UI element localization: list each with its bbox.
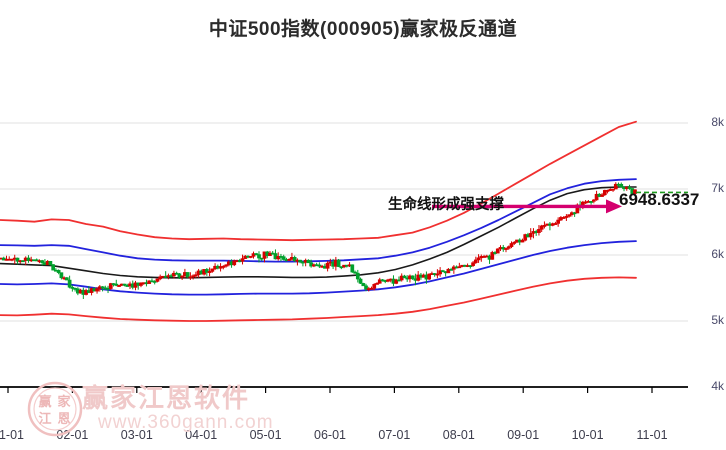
x-tick-label-04-01: 04-01 [185, 428, 218, 442]
x-tick-label-08-01: 08-01 [442, 428, 475, 442]
x-tick-label-10-01: 10-01 [571, 428, 604, 442]
chart-canvas [0, 120, 688, 393]
chart-title: 中证500指数(000905)赢家极反通道 [208, 19, 518, 40]
watermark-seal-icon: 赢 家 江 恩 [27, 381, 83, 437]
x-tick-label-06-01: 06-01 [314, 428, 346, 442]
y-tick-label-6k: 6k [711, 247, 724, 261]
gridlines-group [0, 122, 688, 388]
annotation-arrow [432, 199, 622, 214]
y-tick-label-8k: 8k [711, 115, 724, 129]
seal-circle-icon [27, 381, 83, 437]
x-tick-label-01-01: 01-01 [0, 428, 24, 442]
y-tick-label-4k: 4k [711, 379, 724, 393]
annotation-price-value: 6948.6337 [619, 190, 700, 209]
seal-char-2: 江 [38, 411, 52, 426]
seal-char-3: 恩 [57, 411, 71, 426]
y-tick-label-7k: 7k [711, 181, 724, 195]
seal-char-0: 赢 [38, 394, 52, 409]
watermark-brand-text: 赢家江恩软件 [82, 383, 251, 413]
channel-bands-group [0, 120, 637, 322]
chart-plot-area [0, 60, 688, 411]
y-tick-label-5k: 5k [711, 313, 724, 327]
x-tick-label-11-01: 11-01 [636, 428, 668, 442]
watermark-url-text: www.360gann.com [98, 412, 274, 433]
annotation-label: 生命线形成强支撑 [388, 197, 504, 213]
x-tick-label-02-01: 02-01 [56, 428, 89, 442]
x-tick-label-05-01: 05-01 [249, 428, 282, 442]
seal-char-1: 家 [57, 394, 71, 409]
x-tick-label-03-01: 03-01 [120, 428, 153, 442]
axis-ticks-group [7, 387, 653, 393]
candlestick-group [0, 182, 637, 299]
x-tick-label-07-01: 07-01 [378, 428, 411, 442]
x-tick-label-09-01: 09-01 [507, 428, 540, 442]
